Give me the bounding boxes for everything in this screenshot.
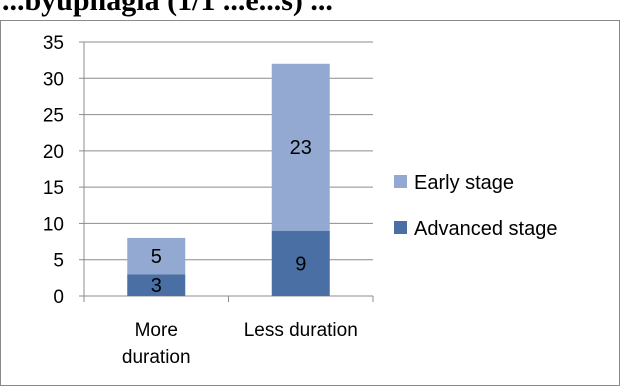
x-category-label-0: More duration: [122, 320, 191, 368]
y-tick-label-10: 10: [43, 214, 64, 235]
bar-early-stage-1: [271, 63, 330, 231]
x-category-label-line: More: [135, 320, 178, 341]
y-tick-label-20: 20: [43, 142, 64, 163]
legend-label-advanced-stage: Advanced stage: [414, 218, 557, 240]
y-tick-label-30: 30: [43, 69, 64, 90]
y-tick-label-25: 25: [43, 106, 64, 127]
y-tick-label-35: 35: [43, 33, 64, 54]
y-tick-label-15: 15: [43, 178, 64, 199]
bar-advanced-stage-0: [127, 274, 186, 296]
legend-swatch-advanced-stage: [394, 221, 407, 234]
x-category-label-line: Less duration: [244, 320, 358, 341]
legend-label-early-stage: Early stage: [414, 172, 514, 194]
y-tick-label-5: 5: [53, 251, 64, 272]
bar-early-stage-0: [127, 237, 186, 275]
data-label-early-stage-0: 5: [151, 246, 162, 268]
x-category-label-line: duration: [122, 347, 191, 368]
cropped-heading: ...byuphagia (1/1 ...e...s) ...: [2, 0, 333, 16]
y-tick-label-0: 0: [53, 287, 64, 308]
data-label-advanced-stage-1: 9: [295, 253, 306, 275]
data-label-early-stage-1: 23: [290, 137, 312, 159]
heading-text: ...byuphagia (1/1 ...e...s) ...: [2, 0, 333, 17]
data-label-advanced-stage-0: 3: [151, 275, 162, 297]
x-category-label-1: Less duration: [244, 320, 358, 341]
bar-advanced-stage-1: [271, 230, 330, 296]
legend-swatch-early-stage: [394, 175, 407, 188]
